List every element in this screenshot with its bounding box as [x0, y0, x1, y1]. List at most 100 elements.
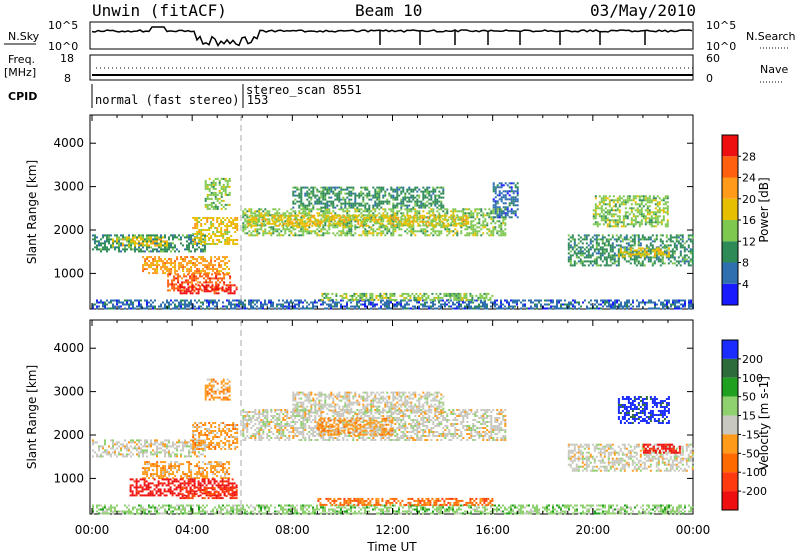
- heatmap-cell: [625, 246, 628, 249]
- heatmap-cell: [661, 258, 664, 261]
- heatmap-cell: [482, 301, 484, 304]
- heatmap-cell: [622, 223, 625, 226]
- heatmap-cell: [411, 220, 414, 223]
- heatmap-cell: [492, 228, 495, 231]
- heatmap-cell: [312, 303, 314, 306]
- heatmap-cell: [476, 226, 479, 229]
- heatmap-cell: [664, 225, 667, 228]
- heatmap-cell: [472, 220, 475, 223]
- heatmap-cell: [579, 246, 582, 249]
- heatmap-cell: [218, 191, 221, 194]
- heatmap-cell: [643, 253, 646, 256]
- heatmap-cell: [618, 303, 620, 306]
- heatmap-cell: [432, 208, 435, 211]
- heatmap-cell: [659, 258, 662, 261]
- heatmap-cell: [180, 305, 182, 308]
- heatmap-cell: [462, 307, 464, 310]
- heatmap-cell: [657, 260, 660, 263]
- heatmap-cell: [340, 232, 343, 235]
- heatmap-cell: [633, 240, 636, 243]
- heatmap-cell: [160, 305, 162, 308]
- heatmap-cell: [600, 299, 602, 302]
- heatmap-cell: [606, 213, 609, 216]
- heatmap-cell: [418, 307, 420, 310]
- heatmap-cell: [338, 208, 341, 211]
- heatmap-cell: [134, 244, 136, 247]
- heatmap-cell: [413, 218, 416, 221]
- heatmap-cell: [325, 292, 328, 295]
- heatmap-cell: [646, 221, 649, 224]
- heatmap-cell: [638, 209, 641, 212]
- heatmap-cell: [341, 296, 344, 299]
- heatmap-cell: [459, 218, 462, 221]
- heatmap-cell: [514, 186, 517, 189]
- heatmap-cell: [327, 292, 330, 295]
- heatmap-cell: [225, 290, 228, 293]
- heatmap-cell: [664, 197, 667, 200]
- heatmap-cell: [92, 248, 94, 251]
- heatmap-cell: [430, 307, 432, 310]
- heatmap-cell: [184, 301, 186, 304]
- heatmap-cell: [550, 301, 552, 304]
- heatmap-cell: [430, 196, 433, 199]
- heatmap-cell: [156, 260, 159, 263]
- heatmap-cell: [656, 219, 659, 222]
- heatmap-cell: [607, 242, 610, 245]
- heatmap-cell: [208, 193, 211, 196]
- heatmap-cell: [188, 244, 190, 247]
- heatmap-cell: [623, 251, 626, 254]
- heatmap-cell: [106, 246, 108, 249]
- heatmap-cell: [340, 305, 342, 308]
- heatmap-cell: [496, 194, 499, 197]
- heatmap-cell: [138, 234, 140, 237]
- heatmap-cell: [468, 303, 470, 306]
- heatmap-cell: [390, 196, 393, 199]
- heatmap-cell: [374, 196, 377, 199]
- heatmap-cell: [446, 210, 449, 213]
- heatmap-cell: [290, 230, 293, 233]
- heatmap-cell: [372, 228, 375, 231]
- heatmap-cell: [204, 243, 207, 245]
- heatmap-cell: [486, 214, 489, 217]
- heatmap-cell: [292, 190, 295, 193]
- heatmap-cell: [177, 279, 180, 282]
- heatmap-cell: [327, 298, 330, 301]
- heatmap-cell: [210, 221, 213, 223]
- heatmap-cell: [252, 307, 254, 310]
- heatmap-cell: [534, 305, 536, 308]
- heatmap-cell: [310, 198, 313, 201]
- heatmap-cell: [474, 234, 477, 237]
- heatmap-cell: [214, 299, 216, 302]
- heatmap-cell: [512, 299, 514, 302]
- heatmap-cell: [214, 227, 217, 229]
- heatmap-cell: [197, 290, 200, 293]
- heatmap-cell: [258, 228, 261, 231]
- heatmap-cell: [242, 301, 244, 304]
- heatmap-cell: [286, 228, 289, 231]
- heatmap-cell: [278, 212, 281, 215]
- heatmap-cell: [198, 256, 201, 259]
- heatmap-cell: [251, 216, 254, 219]
- heatmap-cell: [608, 225, 611, 228]
- heatmap-cell: [601, 242, 604, 245]
- heatmap-cell: [488, 234, 491, 237]
- heatmap-cell: [566, 305, 568, 308]
- heatmap-cell: [186, 299, 188, 302]
- heatmap-cell: [613, 258, 616, 261]
- heatmap-cell: [211, 284, 214, 287]
- heatmap-cell: [188, 305, 190, 308]
- heatmap-cell: [154, 236, 156, 239]
- heatmap-cell: [112, 238, 114, 241]
- heatmap-cell: [498, 210, 501, 213]
- heatmap-cell: [206, 301, 208, 304]
- heatmap-cell: [500, 226, 503, 229]
- heatmap-cell: [640, 195, 643, 198]
- heatmap-cell: [640, 219, 643, 222]
- heatmap-cell: [184, 248, 186, 251]
- heatmap-cell: [203, 290, 206, 293]
- heatmap-cell: [312, 186, 315, 189]
- heatmap-cell: [382, 186, 385, 189]
- heatmap-cell: [376, 232, 379, 235]
- heatmap-cell: [654, 305, 656, 308]
- heatmap-cell: [124, 250, 126, 253]
